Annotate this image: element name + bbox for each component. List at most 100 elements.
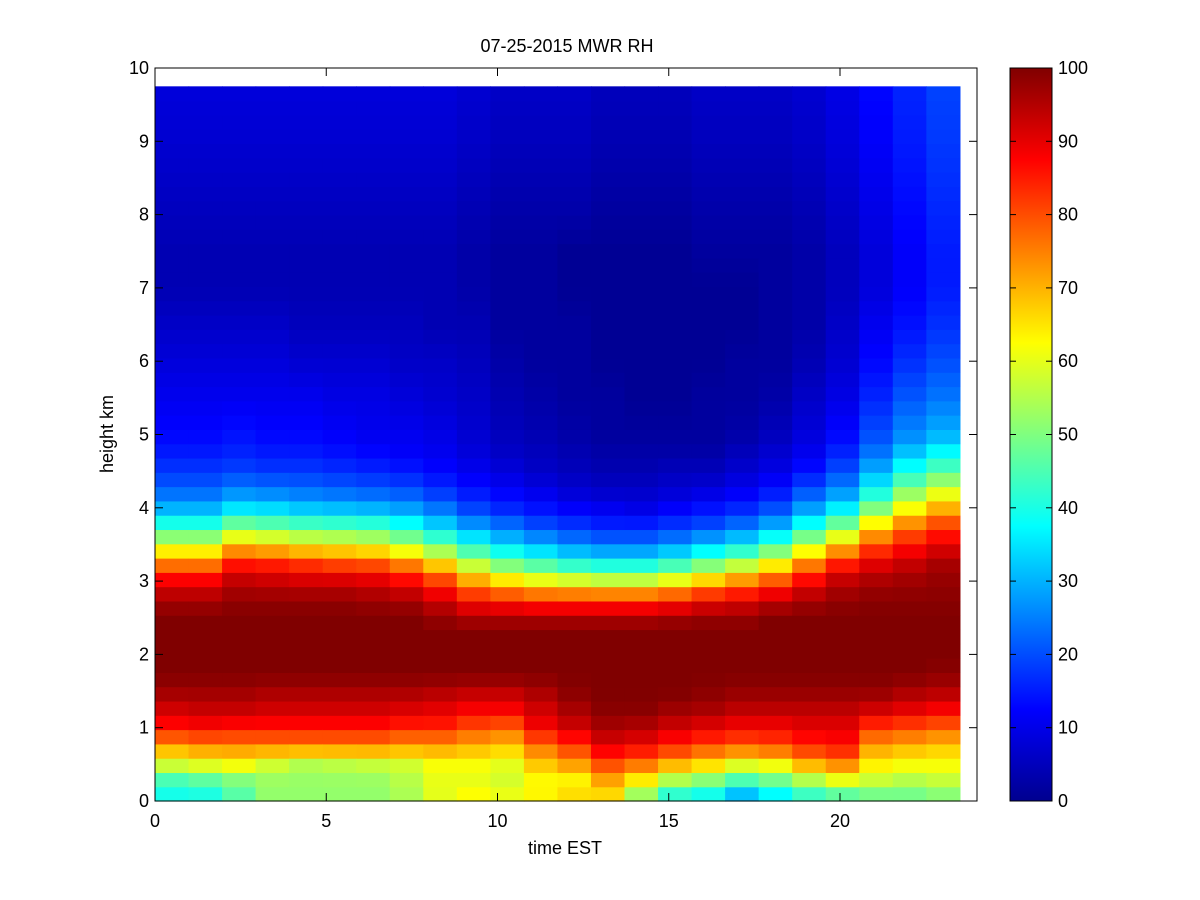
- heatmap-cell: [155, 786, 190, 802]
- x-tick-label: 20: [830, 811, 850, 831]
- heatmap-cell: [624, 615, 659, 631]
- heatmap-cell: [456, 572, 491, 588]
- heatmap-cell: [423, 615, 458, 631]
- heatmap-cell: [188, 300, 223, 316]
- heatmap-cell: [758, 257, 793, 273]
- heatmap-cell: [188, 700, 223, 716]
- heatmap-cell: [825, 300, 860, 316]
- heatmap-cell: [825, 600, 860, 616]
- heatmap-cell: [456, 214, 491, 230]
- heatmap-cell: [456, 729, 491, 745]
- heatmap-cell: [658, 415, 693, 430]
- heatmap-cell: [222, 686, 257, 702]
- heatmap-cell: [691, 214, 726, 230]
- heatmap-cell: [188, 214, 223, 230]
- heatmap-cell: [356, 515, 391, 531]
- heatmap-cell: [658, 572, 693, 588]
- heatmap-cell: [456, 600, 491, 616]
- heatmap-cell: [289, 558, 324, 573]
- heatmap-cell: [389, 429, 424, 445]
- heatmap-cell: [523, 372, 559, 388]
- heatmap-cell: [456, 658, 491, 673]
- x-tick-label: 5: [321, 811, 331, 831]
- heatmap-cell: [725, 558, 760, 573]
- heatmap-cell: [926, 172, 961, 187]
- heatmap-cell: [725, 472, 760, 488]
- heatmap-cell: [490, 343, 525, 359]
- heatmap-cell: [289, 515, 324, 531]
- heatmap-cell: [792, 172, 827, 187]
- heatmap-cell: [658, 114, 693, 130]
- heatmap-cell: [222, 572, 257, 588]
- heatmap-cell: [155, 229, 190, 245]
- heatmap-cell: [289, 529, 324, 545]
- heatmap-cell: [926, 243, 961, 259]
- heatmap-cell: [255, 272, 290, 288]
- heatmap-cell: [155, 86, 190, 102]
- heatmap-cell: [423, 758, 458, 774]
- heatmap-cell: [389, 400, 424, 416]
- heatmap-cell: [892, 529, 927, 545]
- heatmap-cell: [188, 743, 223, 759]
- heatmap-cell: [289, 343, 324, 359]
- heatmap-cell: [255, 543, 290, 559]
- heatmap-cell: [725, 343, 760, 359]
- heatmap-cell: [892, 129, 927, 145]
- heatmap-cell: [624, 658, 659, 673]
- heatmap-cell: [456, 229, 491, 245]
- heatmap-cell: [222, 457, 257, 473]
- heatmap-cell: [356, 343, 391, 359]
- heatmap-cell: [389, 243, 424, 259]
- heatmap-cell: [624, 443, 659, 459]
- heatmap-cell: [188, 472, 223, 488]
- heatmap-cell: [926, 286, 961, 302]
- heatmap-cell: [155, 100, 190, 116]
- heatmap-cell: [456, 743, 491, 759]
- heatmap-cell: [423, 257, 458, 273]
- heatmap-cell: [490, 529, 525, 545]
- heatmap-cell: [758, 329, 793, 345]
- heatmap-cell: [289, 729, 324, 745]
- heatmap-cell: [792, 629, 827, 645]
- heatmap-cell: [590, 772, 626, 788]
- heatmap-cell: [691, 672, 726, 688]
- heatmap-cell: [523, 400, 559, 416]
- heatmap-cell: [892, 572, 927, 588]
- heatmap-cell: [792, 114, 827, 130]
- heatmap-cell: [322, 672, 357, 688]
- heatmap-cell: [490, 743, 525, 759]
- heatmap-cell: [188, 129, 223, 145]
- heatmap-cell: [725, 758, 760, 774]
- heatmap-cell: [557, 214, 592, 230]
- heatmap-cell: [792, 386, 827, 402]
- heatmap-cell: [825, 486, 860, 502]
- heatmap-cell: [356, 157, 391, 173]
- heatmap-cell: [792, 729, 827, 745]
- heatmap-cell: [188, 415, 223, 430]
- heatmap-cell: [725, 515, 760, 531]
- heatmap-cell: [590, 315, 626, 330]
- heatmap-cell: [825, 272, 860, 288]
- heatmap-cell: [758, 400, 793, 416]
- heatmap-cell: [188, 715, 223, 731]
- heatmap-cell: [389, 157, 424, 173]
- heatmap-cell: [423, 357, 458, 373]
- heatmap-cell: [490, 486, 525, 502]
- heatmap-cell: [926, 129, 961, 145]
- heatmap-cell: [926, 357, 961, 373]
- heatmap-cell: [859, 472, 894, 488]
- heatmap-cell: [456, 500, 491, 516]
- heatmap-cell: [356, 186, 391, 202]
- heatmap-cell: [658, 143, 693, 159]
- heatmap-cell: [725, 400, 760, 416]
- heatmap-cell: [792, 500, 827, 516]
- heatmap-cell: [792, 486, 827, 502]
- heatmap-cell: [557, 129, 592, 145]
- heatmap-cell: [926, 743, 961, 759]
- heatmap-cell: [758, 157, 793, 173]
- heatmap-cell: [322, 600, 357, 616]
- heatmap-cell: [523, 772, 559, 788]
- heatmap-cell: [456, 486, 491, 502]
- heatmap-cell: [222, 300, 257, 316]
- heatmap-cell: [658, 172, 693, 187]
